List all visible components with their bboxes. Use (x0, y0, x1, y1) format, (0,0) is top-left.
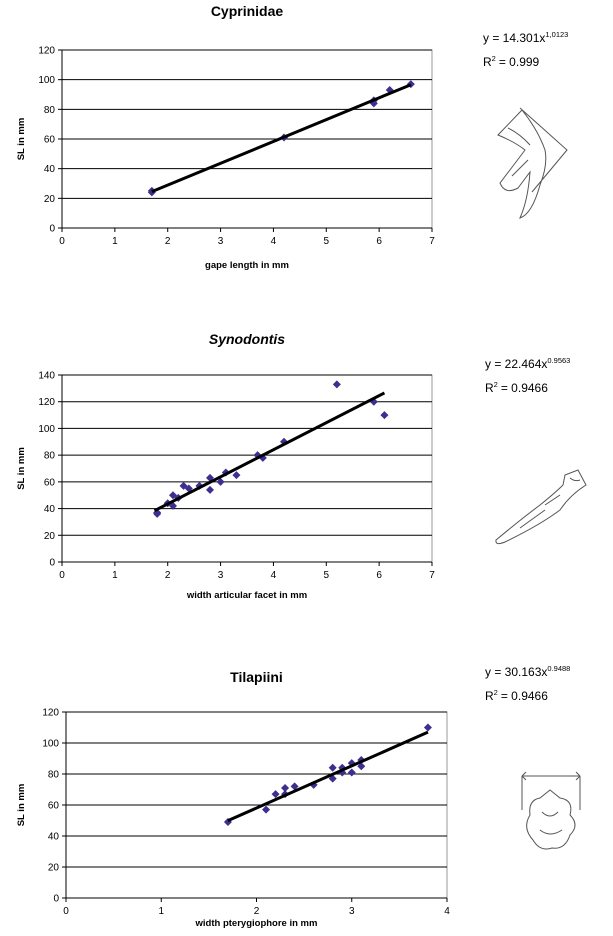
trendline (153, 391, 386, 513)
data-point (357, 762, 366, 771)
x-axis-label: width pterygiophore in mm (195, 918, 318, 929)
r-squared-exponent: 2 (492, 54, 496, 63)
y-tick-label: 60 (44, 135, 56, 146)
chart-title: Cyprinidae (211, 3, 284, 19)
equation: y = 14.301x1,0123 (483, 30, 568, 45)
data-point (347, 768, 356, 777)
data-point (271, 790, 280, 799)
y-axis-label: SL in mm (16, 118, 27, 161)
r-squared-text: R (483, 55, 492, 69)
x-tick-label: 6 (376, 236, 382, 247)
x-tick-label: 7 (429, 570, 435, 581)
x-tick-label: 7 (429, 236, 435, 247)
equation-text: y = 30.163x (485, 665, 547, 679)
y-tick-label: 60 (44, 477, 56, 488)
r-squared-value: = 0.9466 (501, 689, 548, 703)
x-tick-label: 1 (158, 906, 164, 917)
chart: Synodontis 0 20 40 60 80 100 120 140 0 1 2 3 4 5 6 7 widt… (16, 331, 570, 601)
y-tick-label: 140 (38, 371, 55, 382)
r-squared-exponent: 2 (494, 688, 498, 697)
y-tick-label: 120 (38, 397, 55, 408)
data-point (332, 380, 341, 389)
r-squared: R2 = 0.9466 (485, 380, 548, 395)
y-axis-label: SL in mm (16, 784, 27, 827)
x-axis-label: gape length in mm (205, 260, 289, 271)
y-tick-label: 20 (44, 531, 56, 542)
x-tick-label: 2 (165, 236, 171, 247)
x-tick-label: 6 (376, 570, 382, 581)
y-tick-label: 0 (49, 558, 55, 569)
equation-text: y = 22.464x (485, 357, 547, 371)
y-tick-label: 20 (48, 863, 60, 874)
r-squared-value: = 0.9466 (501, 381, 548, 395)
equation-exponent: 0.9488 (547, 664, 570, 673)
data-point (281, 783, 290, 792)
y-tick-label: 120 (38, 46, 55, 57)
y-tick-label: 100 (42, 739, 59, 750)
chart: Tilapiini 0 20 40 60 80 100 120 0 1 2 3 4 width ptery… (16, 664, 570, 929)
y-tick-label: 0 (49, 224, 55, 235)
y-tick-label: 20 (44, 194, 56, 205)
data-point (290, 782, 299, 791)
equation-text: y = 14.301x (483, 31, 545, 45)
y-axis-label: SL in mm (16, 447, 27, 490)
r-squared-value: = 0.999 (499, 55, 540, 69)
y-tick-label: 100 (38, 424, 55, 435)
data-point (380, 411, 389, 420)
bone-sketch (497, 107, 568, 219)
y-tick-label: 80 (44, 451, 56, 462)
chart-title: Synodontis (209, 331, 285, 347)
y-tick-label: 120 (42, 708, 59, 719)
x-tick-label: 3 (349, 906, 355, 917)
x-tick-label: 3 (218, 570, 224, 581)
x-tick-label: 4 (271, 236, 277, 247)
bone-sketch (495, 469, 587, 545)
trendline (227, 730, 429, 823)
r-squared-text: R (485, 381, 494, 395)
y-tick-label: 80 (44, 105, 56, 116)
r-squared: R2 = 0.9466 (485, 688, 548, 703)
x-tick-label: 0 (59, 570, 65, 581)
trendline (151, 83, 412, 194)
x-axis-label: width articular facet in mm (186, 590, 307, 601)
y-tick-label: 40 (44, 504, 56, 515)
x-tick-label: 2 (254, 906, 260, 917)
r-squared-text: R (485, 689, 494, 703)
equation-exponent: 1,0123 (545, 30, 568, 39)
x-tick-label: 3 (218, 236, 224, 247)
y-tick-label: 80 (48, 770, 60, 781)
x-tick-label: 1 (112, 570, 118, 581)
y-tick-label: 0 (53, 894, 59, 905)
x-tick-label: 2 (165, 570, 171, 581)
x-tick-label: 5 (324, 570, 330, 581)
x-tick-label: 4 (271, 570, 277, 581)
chart-title: Tilapiini (230, 669, 283, 685)
y-tick-label: 60 (48, 801, 60, 812)
equation-exponent: 0.9563 (547, 356, 570, 365)
x-tick-label: 4 (444, 906, 450, 917)
r-squared: R2 = 0.999 (483, 54, 540, 69)
equation: y = 22.464x0.9563 (485, 356, 570, 371)
data-point (262, 805, 271, 814)
data-point (232, 471, 241, 480)
data-point (206, 485, 214, 494)
y-tick-label: 40 (44, 164, 56, 175)
x-tick-label: 0 (63, 906, 69, 917)
r-squared-exponent: 2 (494, 380, 498, 389)
data-point (216, 477, 225, 486)
data-point (423, 723, 432, 732)
bone-sketch (521, 771, 581, 850)
chart: Cyprinidae 0 20 40 60 80 100 120 0 1 2 3 4 5 6 7 gape le… (16, 3, 568, 271)
y-tick-label: 40 (48, 832, 60, 843)
x-tick-label: 5 (324, 236, 330, 247)
equation: y = 30.163x0.9488 (485, 664, 570, 679)
data-point (328, 763, 337, 772)
y-tick-label: 100 (38, 75, 55, 86)
x-tick-label: 1 (112, 236, 118, 247)
x-tick-label: 0 (59, 236, 65, 247)
